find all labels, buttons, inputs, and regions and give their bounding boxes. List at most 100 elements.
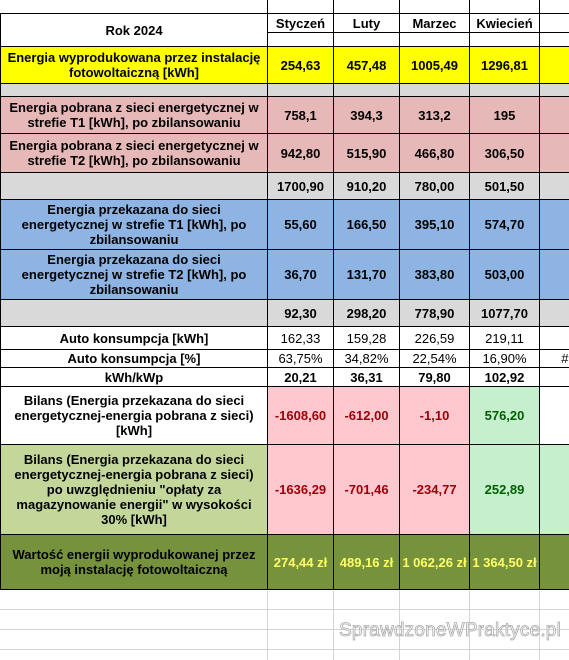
value-cell: 503,00: [470, 250, 540, 300]
blank-cell: [400, 33, 470, 47]
watermark: SprawdzoneWPraktyce.pl: [339, 620, 562, 642]
value-cell: 780,00: [400, 173, 470, 200]
value-cell: 254,63: [268, 47, 334, 84]
value-cell: 16,90%: [470, 350, 540, 368]
overflow-cell: [540, 300, 569, 327]
overflow-cell: [540, 535, 569, 590]
row-label: Bilans (Energia przekazana do sieci ener…: [0, 445, 268, 535]
value-cell: 574,70: [470, 200, 540, 250]
value-cell: 102,92: [470, 368, 540, 387]
value-cell: 394,3: [334, 97, 400, 134]
value-cell: 34,82%: [334, 350, 400, 368]
value-cell: 22,54%: [400, 350, 470, 368]
value-cell: 36,31: [334, 368, 400, 387]
overflow-cell: [540, 368, 569, 387]
blank-cell: [400, 610, 470, 630]
row-label: Auto konsumpcja [kWh]: [0, 327, 268, 350]
overflow-cell: [540, 200, 569, 250]
value-cell: 92,30: [268, 300, 334, 327]
blank-cell: [0, 650, 268, 660]
blank-cell: [400, 84, 470, 97]
row-label: Wartość energii wyprodukowanej przez moj…: [0, 535, 268, 590]
blank-cell: [470, 33, 540, 47]
blank-cell: [540, 33, 569, 47]
blank-cell: [470, 84, 540, 97]
row-label: Bilans (Energia przekazana do sieci ener…: [0, 387, 268, 445]
value-cell: 1 364,50 zł: [470, 535, 540, 590]
value-cell: 252,89: [470, 445, 540, 535]
row-label: Energia przekazana do sieci energetyczne…: [0, 250, 268, 300]
overflow-cell: [540, 250, 569, 300]
overflow-cell: [540, 47, 569, 84]
blank-cell: [470, 0, 540, 14]
row-label: Energia pobrana z sieci energetycznej w …: [0, 134, 268, 173]
row-label: Auto konsumpcja [%]: [0, 350, 268, 368]
overflow-cell: [540, 134, 569, 173]
value-cell: 395,10: [400, 200, 470, 250]
blank-cell: [0, 590, 268, 610]
blank-cell: [0, 610, 268, 630]
value-cell: 383,80: [400, 250, 470, 300]
blank-cell: [268, 650, 334, 660]
blank-cell: [470, 650, 540, 660]
value-cell: 576,20: [470, 387, 540, 445]
value-cell: 306,50: [470, 134, 540, 173]
blank-cell: [400, 590, 470, 610]
value-cell: 501,50: [470, 173, 540, 200]
blank-cell: [334, 630, 400, 650]
value-cell: 55,60: [268, 200, 334, 250]
value-cell: 79,80: [400, 368, 470, 387]
value-cell: 219,11: [470, 327, 540, 350]
overflow-cell: [540, 387, 569, 445]
blank-cell: [470, 630, 540, 650]
blank-cell: [400, 630, 470, 650]
value-cell: 131,70: [334, 250, 400, 300]
blank-cell: [0, 84, 268, 97]
value-cell: 910,20: [334, 173, 400, 200]
row-label: [0, 300, 268, 327]
month-header: Luty: [334, 14, 400, 33]
blank-cell: [268, 0, 334, 14]
value-cell: 1077,70: [470, 300, 540, 327]
blank-cell: [334, 0, 400, 14]
row-label: Energia pobrana z sieci energetycznej w …: [0, 97, 268, 134]
blank-cell: [334, 84, 400, 97]
value-cell: -701,46: [334, 445, 400, 535]
blank-cell: [400, 650, 470, 660]
value-cell: 457,48: [334, 47, 400, 84]
value-cell: -1,10: [400, 387, 470, 445]
blank-cell: [540, 590, 569, 610]
value-cell: 162,33: [268, 327, 334, 350]
blank-cell: [540, 0, 569, 14]
value-cell: 778,90: [400, 300, 470, 327]
overflow-cell: [540, 97, 569, 134]
blank-cell: [540, 630, 569, 650]
blank-cell: [268, 84, 334, 97]
blank-cell: [540, 610, 569, 630]
row-label: Energia przekazana do sieci energetyczne…: [0, 200, 268, 250]
row-label: Energia wyprodukowana przez instalację f…: [0, 47, 268, 84]
month-header: Marzec: [400, 14, 470, 33]
blank-cell: [0, 630, 268, 650]
value-cell: 1296,81: [470, 47, 540, 84]
blank-cell: [540, 14, 569, 33]
value-cell: 36,70: [268, 250, 334, 300]
value-cell: 313,2: [400, 97, 470, 134]
overflow-cell: [540, 445, 569, 535]
row-label: [0, 173, 268, 200]
month-header: Kwiecień: [470, 14, 540, 33]
value-cell: 515,90: [334, 134, 400, 173]
blank-cell: [400, 0, 470, 14]
value-cell: -234,77: [400, 445, 470, 535]
blank-cell: [268, 630, 334, 650]
value-cell: -1608,60: [268, 387, 334, 445]
overflow-cell: #D: [540, 350, 569, 368]
overflow-cell: [540, 173, 569, 200]
value-cell: 489,16 zł: [334, 535, 400, 590]
value-cell: 942,80: [268, 134, 334, 173]
blank-cell: [540, 84, 569, 97]
blank-cell: [334, 650, 400, 660]
value-cell: 226,59: [400, 327, 470, 350]
value-cell: 159,28: [334, 327, 400, 350]
